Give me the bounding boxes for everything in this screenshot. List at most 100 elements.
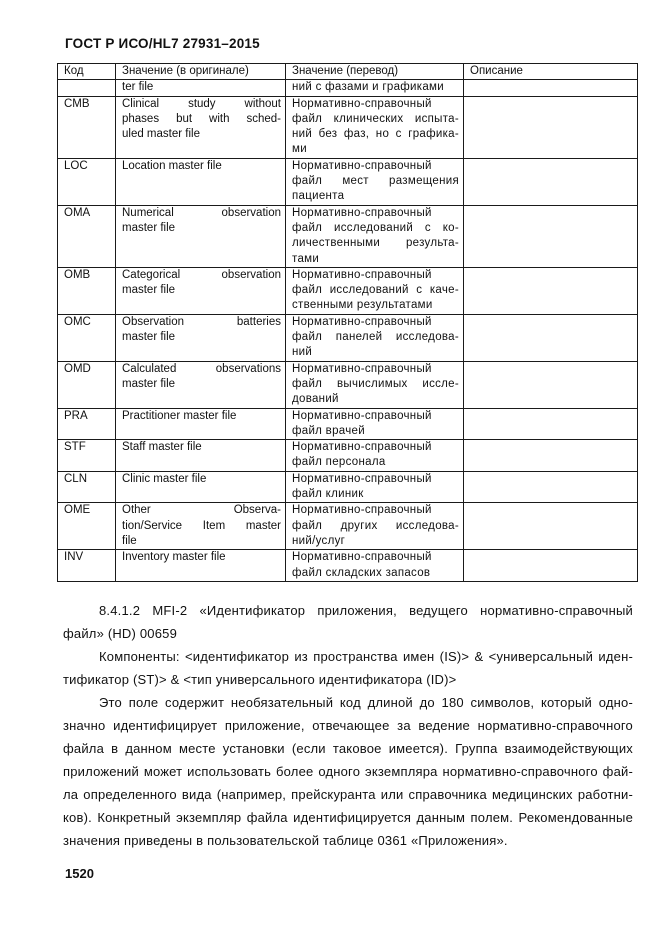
table-row: OMD Calculated observations master file Нор… <box>57 360 638 409</box>
text-line: приложений может использовать более одно… <box>63 764 633 779</box>
text-line: master file <box>122 377 176 390</box>
original-cell: Clinic master file <box>115 470 286 504</box>
original-cell: Calculated observations master file <box>115 360 286 409</box>
table-row: OMB Categorical observation master file Нор… <box>57 266 638 315</box>
text-line: Numerical observation <box>122 206 281 219</box>
original-cell: Inventory master file <box>115 549 286 582</box>
text-line: ла определенного вида (например, прейску… <box>63 787 633 802</box>
text-line: master file <box>122 221 176 234</box>
table-row: INV Inventory master file Нормативно-справ… <box>57 549 638 582</box>
code-cell: PRA <box>57 407 116 441</box>
translation-cell: Нормативно-справочный файл исследований с… <box>285 266 464 315</box>
text-line: Нормативно-справочный <box>292 441 432 454</box>
code-cell: STF <box>57 439 116 472</box>
original-cell: Numerical observation master file <box>115 204 286 268</box>
text-line: значно идентифицирует приложение, отвеча… <box>63 718 633 733</box>
text-line: Нормативно-справочный <box>292 315 432 328</box>
paragraph-field-description: Это поле содержит необязательный код дли… <box>63 691 633 852</box>
code-cell: OMA <box>57 204 116 268</box>
text-line: файл клиник <box>292 488 364 501</box>
description-cell <box>463 549 638 582</box>
description-cell <box>463 204 638 268</box>
text-line: ter file <box>122 81 154 94</box>
description-cell <box>463 79 638 97</box>
code-cell: OMC <box>57 313 116 362</box>
description-cell <box>463 502 638 551</box>
text-line: Нормативно-справочный <box>292 268 432 281</box>
description-cell <box>463 407 638 441</box>
text-line: Other Observa- <box>122 504 281 517</box>
description-cell <box>463 157 638 206</box>
text-line: файл клинических испыта- <box>292 112 459 125</box>
text-line: Calculated observations <box>122 362 281 375</box>
code-cell: OMD <box>57 360 116 409</box>
text-line: пациента <box>292 190 345 203</box>
original-cell: Categorical observation master file <box>115 266 286 315</box>
header-code: Код <box>57 62 116 81</box>
text-line: файл» (HD) 00659 <box>63 626 178 641</box>
table-row: CMB Clinical study without phases but with… <box>57 95 638 159</box>
text-line: файл складских запасов <box>292 566 431 579</box>
text-line: значения приведены в пользовательской та… <box>63 833 508 848</box>
translation-cell: Нормативно-справочный файл панелей исслед… <box>285 313 464 362</box>
text-line: ний/услуг <box>292 534 346 547</box>
translation-cell: Нормативно-справочный файл персонала <box>285 439 464 472</box>
text-line: Нормативно-справочный <box>292 206 432 219</box>
table-row: LOC Location master file Нормативно-справо… <box>57 157 638 206</box>
translation-cell: Нормативно-справочный файл вычислимых исс… <box>285 360 464 409</box>
text-line: ний без фаз, но с графика- <box>292 128 459 141</box>
text-line: файл персонала <box>292 456 386 469</box>
code-cell: OMB <box>57 266 116 315</box>
translation-cell: Нормативно-справочный файл клинических ис… <box>285 95 464 159</box>
text-line: ми <box>292 143 307 156</box>
text-line: Clinic master file <box>122 472 207 485</box>
table-row: STF Staff master file Нормативно-справочны… <box>57 439 638 472</box>
description-cell <box>463 313 638 362</box>
translation-cell: Нормативно-справочный файл мест размещени… <box>285 157 464 206</box>
text-line: Нормативно-справочный <box>292 504 432 517</box>
text-line: ний с фазами и графиками <box>292 81 444 94</box>
original-cell: Clinical study without phases but with sc… <box>115 95 286 159</box>
text-line: tion/Service Item master <box>122 519 281 532</box>
text-line: Clinical study without <box>122 97 281 110</box>
master-file-table-body: ter file ний с фазами и графиками CMB Clini… <box>57 79 638 582</box>
text-line: Inventory master file <box>122 551 226 564</box>
code-cell: LOC <box>57 157 116 206</box>
text-line: Нормативно-справочный <box>292 159 432 172</box>
table-row: ter file ний с фазами и графиками <box>57 79 638 97</box>
text-line: ственными результатами <box>292 299 433 312</box>
text-line: тами <box>292 252 320 265</box>
description-cell <box>463 439 638 472</box>
text-line: Нормативно-справочный <box>292 362 432 375</box>
table-row: OMC Observation batteries master file Норма… <box>57 313 638 362</box>
original-cell: Observation batteries master file <box>115 313 286 362</box>
translation-cell: ний с фазами и графиками <box>285 79 464 97</box>
original-cell: Practitioner master file <box>115 407 286 441</box>
text-line: файл вычислимых иссле- <box>292 377 459 390</box>
text-line: phases but with sched- <box>122 112 281 125</box>
header-original: Значение (в оригинале) <box>115 62 286 81</box>
text-line: Practitioner master file <box>122 409 237 422</box>
text-line: тификатор (ST)> & <тип универсального ид… <box>63 672 457 687</box>
text-line: ков). Конкретный экземпляр файла идентиф… <box>63 810 633 825</box>
text-line: Нормативно-справочный <box>292 551 432 564</box>
text-line: личественными результа- <box>292 237 459 250</box>
translation-cell: Нормативно-справочный файл исследований с… <box>285 204 464 268</box>
text-line: Нормативно-справочный <box>292 409 432 422</box>
text-line: uled master file <box>122 128 200 141</box>
text-line: файл панелей исследова- <box>292 331 459 344</box>
text-line: Нормативно-справочный <box>292 97 432 110</box>
text-line: файл мест размещения <box>292 175 459 188</box>
text-line: file <box>122 534 137 547</box>
text-line: Observation batteries <box>122 315 281 328</box>
paragraph-components: Компоненты: <идентификатор из пространст… <box>63 645 633 691</box>
original-cell: Other Observa-tion/Service Item master fi… <box>115 502 286 551</box>
text-line: Это поле содержит необязательный код дли… <box>99 695 633 710</box>
text-line: Компоненты: <идентификатор из пространст… <box>99 649 633 664</box>
code-cell: OME <box>57 502 116 551</box>
text-line: 8.4.1.2 MFI-2 «Идентификатор приложения,… <box>99 603 633 618</box>
translation-cell: Нормативно-справочный файл других исследо… <box>285 502 464 551</box>
text-line: файл врачей <box>292 424 365 437</box>
table-row: CLN Clinic master file Нормативно-справочн… <box>57 470 638 504</box>
